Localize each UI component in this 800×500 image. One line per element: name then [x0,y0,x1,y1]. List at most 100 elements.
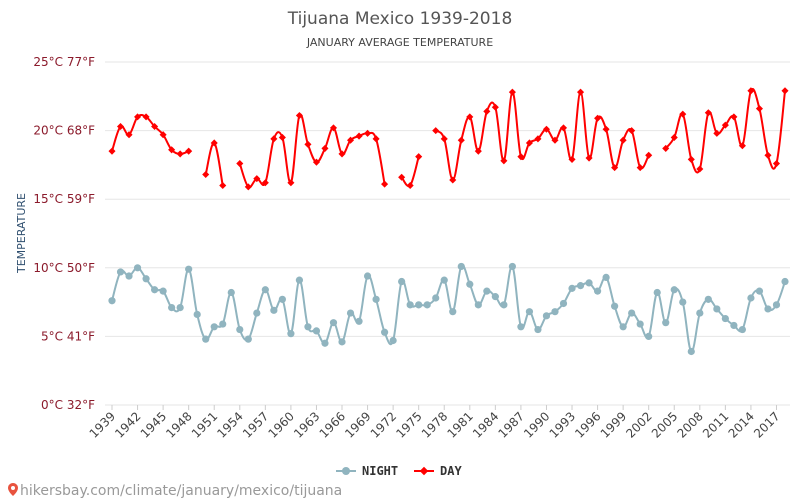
data-point-night[interactable] [730,321,738,330]
data-point-day[interactable] [534,135,542,143]
data-point-night[interactable] [576,282,585,290]
data-point-night[interactable] [423,301,431,309]
data-point-day[interactable] [202,170,210,179]
data-point-night[interactable] [525,308,534,316]
data-point-night[interactable] [116,268,125,276]
data-point-night[interactable] [542,312,551,320]
data-point-night[interactable] [457,262,465,271]
data-point-day[interactable] [628,127,636,135]
data-point-day[interactable] [466,113,474,121]
data-point-night[interactable] [210,323,218,331]
legend-item-day[interactable]: DAY [414,464,462,478]
data-point-day[interactable] [168,146,176,154]
data-point-night[interactable] [619,323,627,331]
data-point-night[interactable] [551,308,559,316]
data-point-day[interactable] [508,88,516,96]
data-point-day[interactable] [474,147,482,155]
footer[interactable]: hikersbay.com/climate/january/mexico/tij… [8,483,342,499]
data-point-night[interactable] [185,265,193,273]
data-point-night[interactable] [534,325,542,334]
data-point-day[interactable] [772,159,781,168]
data-point-day[interactable] [142,113,150,121]
data-point-day[interactable] [585,154,593,162]
data-point-day[interactable] [321,144,329,152]
data-point-day[interactable] [125,131,133,139]
data-point-night[interactable] [415,301,423,309]
data-point-day[interactable] [151,122,159,131]
data-point-night[interactable] [738,325,747,334]
data-point-night[interactable] [764,305,772,313]
data-point-day[interactable] [176,150,184,158]
data-point-day[interactable] [381,180,389,188]
data-point-night[interactable] [721,314,729,323]
data-point-day[interactable] [704,109,712,117]
data-point-day[interactable] [670,133,678,141]
data-point-night[interactable] [202,335,210,343]
data-point-night[interactable] [568,284,576,292]
data-point-night[interactable] [278,295,286,303]
data-point-day[interactable] [406,181,414,190]
data-point-day[interactable] [287,179,295,187]
data-point-day[interactable] [312,158,320,166]
data-point-night[interactable] [713,305,721,313]
data-point-day[interactable] [415,153,423,161]
data-point-day[interactable] [355,132,363,140]
data-point-day[interactable] [636,164,644,172]
data-point-night[interactable] [585,279,593,287]
data-point-night[interactable] [653,288,661,297]
data-point-day[interactable] [679,110,687,118]
data-point-day[interactable] [457,136,465,144]
data-point-night[interactable] [755,287,764,295]
data-point-night[interactable] [261,286,269,294]
data-point-night[interactable] [517,323,525,331]
data-point-day[interactable] [261,179,269,187]
data-point-day[interactable] [338,150,346,158]
data-point-night[interactable] [346,309,355,317]
data-point-day[interactable] [440,135,448,143]
data-point-night[interactable] [679,298,687,306]
data-point-night[interactable] [781,277,789,286]
data-point-night[interactable] [662,319,670,327]
data-point-night[interactable] [338,338,346,346]
data-point-night[interactable] [772,301,781,309]
data-point-day[interactable] [577,88,585,96]
data-point-night[interactable] [645,332,653,340]
data-point-day[interactable] [108,147,116,155]
data-point-night[interactable] [628,309,636,317]
data-point-day[interactable] [755,105,763,113]
footer-link[interactable]: hikersbay.com/climate/january/mexico/tij… [20,483,342,499]
data-point-night[interactable] [270,306,278,314]
data-point-day[interactable] [329,124,338,132]
data-point-night[interactable] [466,280,474,288]
data-point-day[interactable] [619,136,627,144]
data-point-night[interactable] [372,295,380,303]
data-point-day[interactable] [398,173,406,181]
data-point-night[interactable] [142,275,150,283]
data-point-day[interactable] [602,125,610,133]
data-point-night[interactable] [696,309,704,317]
data-point-night[interactable] [491,293,499,301]
data-point-night[interactable] [406,301,414,309]
data-point-night[interactable] [168,303,176,312]
data-point-night[interactable] [321,339,329,347]
data-point-day[interactable] [236,159,244,168]
data-point-night[interactable] [193,310,201,319]
data-point-night[interactable] [133,264,142,272]
legend-item-night[interactable]: NIGHT [336,464,398,478]
data-point-night[interactable] [150,286,159,294]
data-point-day[interactable] [483,107,491,115]
data-point-day[interactable] [432,127,440,135]
data-point-day[interactable] [568,155,576,163]
data-point-night[interactable] [670,286,678,294]
data-point-night[interactable] [483,287,491,295]
data-point-day[interactable] [559,124,568,132]
data-point-day[interactable] [364,129,372,137]
data-point-day[interactable] [500,157,508,165]
data-point-night[interactable] [219,320,227,328]
data-point-night[interactable] [355,317,363,325]
data-point-day[interactable] [116,122,125,131]
data-point-day[interactable] [372,135,380,143]
data-point-night[interactable] [253,309,261,317]
data-point-night[interactable] [287,330,295,338]
legend[interactable]: NIGHT DAY [336,464,462,478]
